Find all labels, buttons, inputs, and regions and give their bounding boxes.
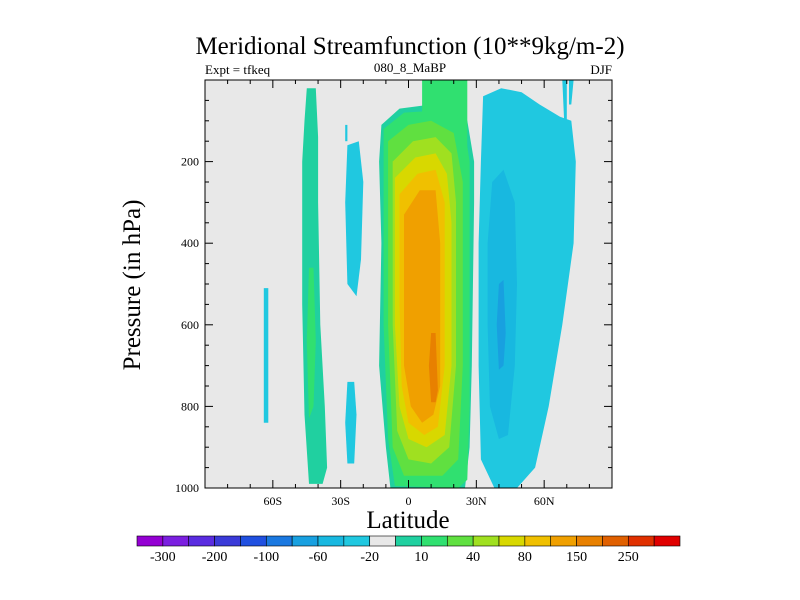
- colorbar-swatch: [524, 535, 552, 547]
- colorbar-swatch: [576, 535, 603, 547]
- colorbar: -300 -200 -100 -60 -20 10 40 80 150 250: [136, 535, 681, 565]
- y-axis-title: Pressure (in hPa): [119, 200, 146, 371]
- contour-region-sh-cyan-top-tick: [345, 124, 348, 142]
- colorbar-label: 250: [618, 550, 639, 565]
- colorbar-swatch: [472, 535, 500, 547]
- colorbar-swatch: [265, 535, 293, 547]
- colorbar-swatch: [343, 535, 371, 547]
- colorbar-label: -20: [360, 550, 379, 565]
- colorbar-swatch: [214, 535, 241, 547]
- chart-title: Meridional Streamfunction (10**9kg/m-2): [195, 33, 624, 60]
- contour-region-nh-cyan-top-tick: [569, 80, 574, 105]
- colorbar-label: 80: [518, 550, 532, 565]
- x-tick-label: 0: [406, 494, 412, 508]
- contour-region-nh-cyan-thin-tail: [562, 80, 567, 129]
- colorbar-swatch: [162, 535, 190, 547]
- contour-region-sh-cyan-patch-far: [263, 288, 269, 423]
- x-tick-label: 30S: [331, 494, 350, 508]
- colorbar-swatch: [446, 535, 474, 547]
- y-tick-label: 1000: [175, 481, 199, 495]
- colorbar-swatch: [317, 535, 345, 547]
- colorbar-swatch: [188, 535, 215, 547]
- colorbar-label: -100: [253, 550, 279, 565]
- colorbar-swatch: [291, 535, 319, 547]
- colorbar-label: -60: [309, 550, 328, 565]
- y-tick-label: 600: [181, 318, 199, 332]
- contour-region-sh-cyan-mid-upper: [345, 141, 364, 297]
- colorbar-swatch: [550, 535, 577, 547]
- colorbar-label: 150: [566, 550, 587, 565]
- y-tick-label: 800: [181, 399, 199, 413]
- contour-layer: [263, 80, 576, 488]
- colorbar-label: 40: [466, 550, 480, 565]
- tick-layer: 60S 30S 0 30N 60N 200 400 600 800 1000: [175, 80, 612, 508]
- colorbar-swatch: [498, 535, 526, 547]
- contour-region-sh-green-core: [306, 267, 316, 419]
- colorbar-swatch: [240, 535, 267, 547]
- x-tick-label: 60N: [534, 494, 555, 508]
- x-tick-label: 30N: [466, 494, 487, 508]
- colorbar-swatch: [421, 535, 448, 547]
- colorbar-swatch: [653, 535, 681, 547]
- y-tick-label: 400: [181, 236, 199, 250]
- colorbar-label: 10: [414, 550, 428, 565]
- experiment-label: Expt = tfkeq: [205, 62, 271, 77]
- x-axis-title: Latitude: [366, 507, 449, 534]
- colorbar-swatch: [627, 535, 655, 547]
- period-label: 080_8_MaBP: [374, 60, 446, 75]
- contour-region-hadley-l17: [428, 333, 438, 403]
- season-label: DJF: [590, 62, 612, 77]
- colorbar-swatch: [369, 535, 396, 547]
- colorbar-swatch: [602, 535, 629, 547]
- contour-region-sh-cyan-mid-lower: [345, 381, 357, 464]
- x-tick-label: 60S: [263, 494, 282, 508]
- colorbar-label: -200: [202, 550, 228, 565]
- colorbar-swatch: [395, 535, 422, 547]
- colorbar-swatch: [136, 535, 164, 547]
- contour-region-nh-blue-inner: [496, 279, 506, 370]
- colorbar-label: -300: [150, 550, 176, 565]
- y-tick-label: 200: [181, 155, 199, 169]
